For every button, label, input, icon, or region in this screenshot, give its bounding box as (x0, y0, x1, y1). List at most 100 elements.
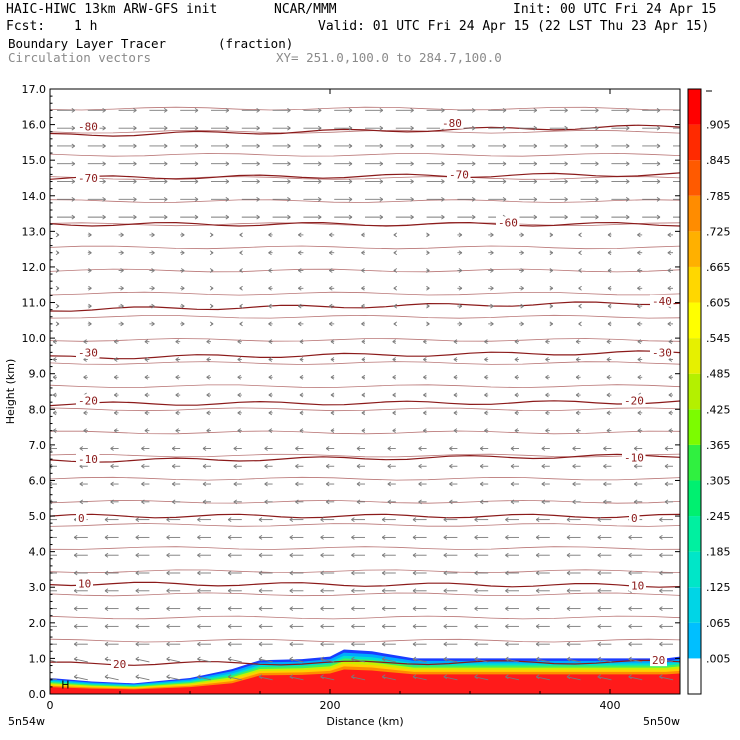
circulation-vector (611, 161, 630, 167)
circulation-vector (87, 214, 106, 220)
plot-frame (49, 88, 681, 695)
colorbar-label: .125 (706, 581, 731, 594)
circulation-vector (227, 606, 242, 611)
circulation-vector (361, 268, 365, 273)
isotherm-label-bg (629, 579, 646, 592)
circulation-vector (510, 481, 519, 487)
isotherm-label-bg (650, 346, 674, 359)
colorbar-swatch (688, 231, 701, 267)
circulation-vector (258, 624, 273, 629)
circulation-vector (443, 606, 458, 611)
circulation-vector (141, 446, 150, 451)
header-valid-time: Valid: 01 UTC Fri 24 Apr 15 (22 LST Thu … (318, 19, 710, 34)
circulation-vector (135, 641, 150, 647)
circulation-vector (351, 570, 365, 576)
circulation-vector (320, 624, 335, 629)
circulation-vector (381, 674, 396, 681)
circulation-vector (298, 232, 304, 238)
circulation-vector (171, 446, 181, 451)
circulation-vector (241, 196, 260, 202)
circulation-vector (519, 214, 538, 220)
isotherm-label: 20 (652, 654, 665, 667)
circulation-vector (423, 357, 427, 362)
circulation-vector (211, 125, 230, 131)
circulation-vector (180, 107, 199, 113)
circulation-vector (484, 392, 489, 398)
header-model-title: HAIC-HIWC 13km ARW-GFS init (6, 2, 218, 17)
circulation-vector (575, 339, 581, 345)
circulation-vector (673, 109, 680, 111)
circulation-vector (144, 357, 150, 362)
circulation-vector (237, 410, 242, 416)
circulation-vector (211, 196, 230, 202)
circulation-vector (149, 321, 155, 327)
circulation-vector (549, 196, 568, 202)
isotherm-label: 20 (113, 658, 126, 671)
circulation-vector (667, 250, 673, 256)
circulation-vector (197, 606, 211, 611)
circulation-vector (392, 410, 396, 416)
y-tick-label: 7.0 (29, 439, 47, 452)
circulation-vector (227, 535, 242, 540)
circulation-vector (474, 517, 489, 522)
circulation-vector (241, 143, 260, 149)
circulation-vector (580, 125, 599, 131)
circulation-vector (659, 517, 673, 522)
circulation-vector (113, 392, 119, 398)
colorbar-swatch (688, 89, 701, 125)
circulation-vector (580, 196, 599, 202)
isotherm-line (50, 124, 680, 137)
circulation-vector (519, 179, 538, 184)
circulation-vector (268, 410, 273, 416)
circulation-vector (572, 481, 581, 487)
circulation-vector (505, 674, 520, 681)
circulation-vector (356, 446, 365, 451)
circulation-vector (351, 656, 366, 663)
circulation-vector (361, 374, 366, 380)
circulation-vector (505, 570, 519, 576)
circulation-vector (412, 588, 427, 594)
circulation-vector (426, 179, 445, 184)
circulation-vector (541, 481, 550, 487)
circulation-vector (659, 674, 674, 681)
circulation-vector (642, 161, 661, 167)
circulation-vector (272, 196, 291, 202)
circulation-vector (443, 570, 458, 576)
circulation-vector (597, 624, 612, 629)
colorbar-label: .245 (706, 510, 731, 523)
circulation-vector (549, 268, 554, 273)
isotherm-label: -20 (78, 394, 98, 407)
circulation-vector (597, 588, 612, 594)
circulation-vector (541, 446, 550, 451)
circulation-vector (628, 656, 643, 663)
circulation-vector (320, 641, 335, 647)
circulation-vector (289, 535, 304, 540)
circulation-vector (55, 303, 60, 309)
circulation-vector (227, 674, 242, 681)
colorbar-label: .365 (706, 439, 731, 452)
circulation-vector (443, 641, 458, 647)
colorbar-label: .065 (706, 617, 731, 630)
isotherm-line (50, 453, 680, 458)
colorbar-label: .005 (706, 652, 731, 665)
circulation-vector (488, 268, 494, 273)
circulation-vector (474, 570, 489, 576)
circulation-vector (549, 179, 568, 184)
circulation-vector (329, 321, 335, 327)
circulation-vector (149, 196, 168, 202)
circulation-vector (637, 374, 643, 380)
circulation-vector (572, 463, 581, 469)
circulation-vector (87, 196, 106, 202)
circulation-vector (664, 481, 673, 487)
circulation-vector (580, 143, 599, 149)
circulation-vector (488, 196, 507, 202)
circulation-vector (227, 552, 242, 558)
circulation-vector (118, 285, 124, 291)
circulation-vector (320, 674, 335, 681)
isotherm-label: 0 (78, 512, 85, 525)
circulation-vector (659, 606, 673, 611)
circulation-vector (453, 428, 458, 434)
circulation-vector (272, 143, 291, 149)
circulation-vector (104, 552, 119, 558)
colorbar-swatch (688, 266, 701, 303)
